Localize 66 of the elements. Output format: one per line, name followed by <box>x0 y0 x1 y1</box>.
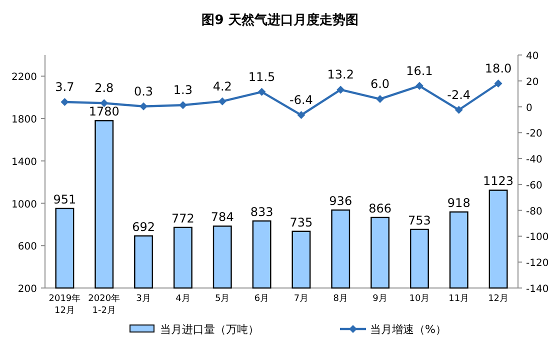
point <box>60 98 69 106</box>
y2-tick-label: -100 <box>526 232 549 244</box>
x-tick-label: 7月 <box>294 294 309 304</box>
y2-tick-label: -20 <box>526 128 542 140</box>
y2-tick-label: 40 <box>526 51 539 62</box>
point <box>297 111 306 120</box>
point <box>494 79 502 88</box>
y2-tick-label: 20 <box>526 76 539 88</box>
point <box>454 106 463 114</box>
data-label: 18.0 <box>484 61 512 76</box>
x-tick-label: 12月 <box>488 294 509 304</box>
point <box>258 88 266 96</box>
data-label: 2.8 <box>94 81 114 96</box>
data-label: -6.4 <box>289 93 313 108</box>
point <box>376 95 384 104</box>
point <box>415 82 424 90</box>
data-label: 1.3 <box>173 83 193 98</box>
x-tick-label: 11月 <box>448 294 470 304</box>
point <box>218 97 226 106</box>
y2-tick-label: -60 <box>526 180 542 192</box>
x-tick-label: 2020年 1-2月 <box>88 293 120 316</box>
data-label: 4.2 <box>212 79 232 94</box>
legend-label: 当月进口量（万吨） <box>160 323 259 336</box>
data-label: 692 <box>132 220 155 234</box>
data-label: 11.5 <box>248 70 276 84</box>
data-label: 735 <box>290 215 313 230</box>
data-label: 1123 <box>483 174 514 188</box>
data-label: 6.0 <box>370 77 390 92</box>
data-label: 936 <box>329 194 352 208</box>
data-label: 866 <box>368 201 392 216</box>
y-tick-label: 200 <box>18 284 37 295</box>
data-label: 772 <box>172 211 194 226</box>
x-tick-label: 2019年 12月 <box>48 293 81 316</box>
legend-label: 当月增速（%） <box>370 323 446 336</box>
chart-title: 图9 天然气进口月度走势图 <box>202 12 358 28</box>
point <box>140 102 148 110</box>
y-tick-label: 1400 <box>12 156 37 168</box>
point <box>178 101 187 110</box>
data-label: 16.1 <box>406 64 433 78</box>
data-label: 1780 <box>88 104 120 119</box>
data-label: 951 <box>53 192 76 206</box>
data-label: 784 <box>210 210 234 224</box>
y-tick-label: 1000 <box>12 199 37 210</box>
y2-tick-label: -140 <box>526 284 549 295</box>
data-label: 0.3 <box>134 84 154 98</box>
y-tick-label: 2200 <box>12 72 37 84</box>
y-tick-label: 600 <box>18 242 37 253</box>
y2-tick-label: -80 <box>526 206 542 218</box>
data-label: 753 <box>408 213 431 228</box>
x-tick-label: 9月 <box>372 294 388 304</box>
data-label: -2.4 <box>447 88 471 102</box>
y2-tick-label: 0 <box>526 102 532 114</box>
data-label: 13.2 <box>327 68 354 82</box>
point <box>336 86 345 94</box>
data-label: 918 <box>447 196 470 210</box>
y2-tick-label: -120 <box>526 258 549 270</box>
y-tick-label: 1800 <box>12 114 37 126</box>
x-tick-label: 5月 <box>215 294 230 304</box>
x-tick-label: 6月 <box>254 294 270 304</box>
data-label: 833 <box>250 204 274 219</box>
y2-tick-label: -40 <box>526 154 542 166</box>
x-tick-label: 3月 <box>136 294 151 304</box>
x-tick-label: 10月 <box>409 294 430 304</box>
data-label: 3.7 <box>55 80 74 94</box>
x-tick-label: 4月 <box>176 294 190 304</box>
x-tick-label: 8月 <box>333 294 348 304</box>
